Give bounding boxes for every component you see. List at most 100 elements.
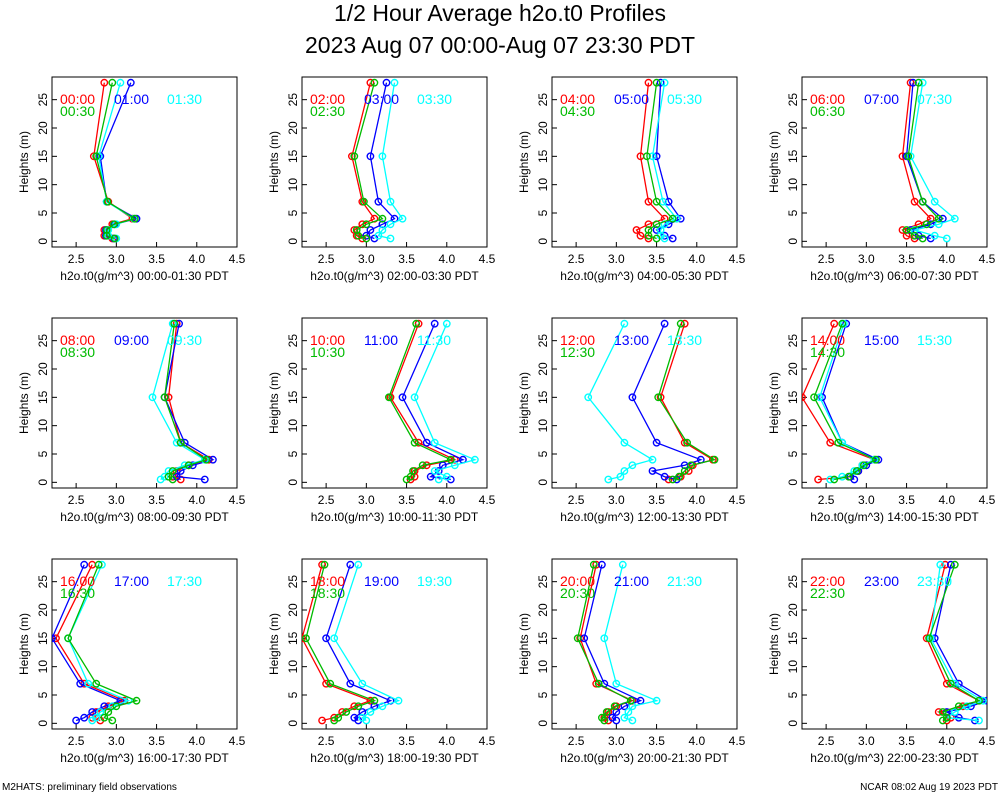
data-point bbox=[683, 438, 691, 447]
data-point bbox=[354, 702, 363, 711]
x-tick-label: 4.5 bbox=[229, 252, 246, 266]
data-point bbox=[370, 696, 379, 705]
y-tick-label: 0 bbox=[786, 479, 800, 486]
data-point bbox=[664, 197, 673, 206]
data-point bbox=[98, 560, 106, 569]
plot-frame bbox=[801, 558, 988, 730]
data-point bbox=[410, 393, 419, 402]
data-point bbox=[652, 438, 661, 447]
data-point bbox=[102, 231, 111, 240]
data-point bbox=[398, 214, 407, 223]
x-tick-label: 4.0 bbox=[188, 252, 205, 266]
data-point bbox=[110, 220, 118, 229]
data-point bbox=[656, 226, 665, 234]
data-point bbox=[652, 197, 661, 206]
y-tick-label: 15 bbox=[786, 631, 800, 645]
y-tick-label: 20 bbox=[786, 362, 800, 376]
data-point bbox=[359, 197, 368, 206]
data-point bbox=[802, 393, 806, 402]
y-tick-label: 25 bbox=[36, 334, 50, 348]
x-tick-label: 2.5 bbox=[318, 734, 335, 748]
series-group bbox=[573, 560, 661, 725]
y-tick-label: 5 bbox=[536, 209, 550, 216]
y-tick-label: 15 bbox=[286, 149, 300, 163]
y-tick-label: 25 bbox=[36, 93, 50, 107]
y-tick-label: 5 bbox=[536, 691, 550, 698]
y-axis-label: Heights (m) bbox=[267, 613, 281, 675]
x-tick-label: 3.0 bbox=[608, 252, 625, 266]
y-tick-label: 10 bbox=[786, 419, 800, 433]
y-tick-label: 25 bbox=[786, 334, 800, 348]
data-point bbox=[414, 319, 423, 328]
data-point bbox=[102, 226, 111, 234]
legend-label-1330: 13:30 bbox=[667, 332, 702, 348]
data-point bbox=[600, 634, 609, 643]
legend-label-0030: 00:30 bbox=[60, 103, 95, 119]
series-line-1230 bbox=[657, 323, 717, 481]
x-tick-label: 4.0 bbox=[188, 493, 205, 507]
data-point bbox=[620, 319, 629, 328]
data-point bbox=[386, 220, 395, 229]
data-point bbox=[620, 438, 629, 447]
data-point bbox=[352, 226, 361, 234]
legend-label-2200: 22:00 bbox=[810, 573, 845, 589]
series-line-2230 bbox=[928, 564, 981, 722]
data-point bbox=[72, 716, 81, 725]
data-point bbox=[366, 226, 375, 234]
y-tick-label: 0 bbox=[286, 238, 300, 245]
y-tick-label: 10 bbox=[286, 178, 300, 192]
x-tick-label: 4.5 bbox=[479, 252, 496, 266]
data-point bbox=[930, 197, 939, 206]
y-tick-label: 20 bbox=[536, 603, 550, 617]
data-point bbox=[618, 560, 627, 569]
series-group bbox=[347, 78, 407, 243]
data-point bbox=[409, 467, 417, 475]
data-point bbox=[624, 708, 633, 716]
data-point bbox=[632, 226, 641, 234]
data-point bbox=[434, 475, 443, 484]
legend-label-0630: 06:30 bbox=[810, 103, 845, 119]
y-axis-label: Heights (m) bbox=[17, 613, 31, 675]
legend-label-2000: 20:00 bbox=[560, 573, 595, 589]
data-point bbox=[830, 475, 839, 484]
data-point bbox=[350, 152, 359, 161]
panel-5: 2.5 3.0 3.5 4.0 4.5 0 5 10 15 20 25 h2o.t0(g/m^3) 0… bbox=[17, 317, 246, 524]
y-axis-label: Heights (m) bbox=[517, 372, 531, 434]
legend-label-0230: 02:30 bbox=[310, 103, 345, 119]
x-axis-label: h2o.t0(g/m^3) 18:00-19:30 PDT bbox=[310, 751, 479, 765]
legend-label-2330: 23:30 bbox=[917, 573, 952, 589]
y-tick-label: 20 bbox=[36, 121, 50, 135]
legend-label-1200: 12:00 bbox=[560, 332, 595, 348]
legend-label-2130: 21:30 bbox=[667, 573, 702, 589]
legend-label-0000: 00:00 bbox=[60, 91, 95, 107]
y-axis-label: Heights (m) bbox=[517, 131, 531, 193]
series-group bbox=[922, 560, 987, 725]
x-tick-label: 4.5 bbox=[979, 252, 996, 266]
data-point bbox=[430, 319, 439, 328]
x-tick-label: 4.5 bbox=[729, 252, 746, 266]
chart-title: 1/2 Hour Average h2o.t0 Profiles bbox=[333, 0, 666, 26]
legend-label-0500: 05:00 bbox=[614, 91, 649, 107]
data-point bbox=[64, 634, 73, 643]
y-tick-label: 10 bbox=[286, 660, 300, 674]
x-axis-label: h2o.t0(g/m^3) 04:00-05:30 PDT bbox=[560, 269, 729, 283]
data-point bbox=[834, 438, 843, 447]
x-tick-label: 2.5 bbox=[568, 493, 585, 507]
data-point bbox=[326, 679, 335, 688]
series-line-1630 bbox=[67, 564, 139, 722]
data-point bbox=[872, 455, 880, 464]
y-tick-label: 20 bbox=[286, 121, 300, 135]
data-point bbox=[680, 467, 689, 475]
y-axis-label: Heights (m) bbox=[17, 131, 31, 193]
data-point bbox=[302, 634, 306, 643]
y-tick-label: 10 bbox=[36, 419, 50, 433]
legend-label-1230: 12:30 bbox=[560, 344, 595, 360]
data-point bbox=[100, 713, 109, 722]
y-tick-label: 15 bbox=[536, 631, 550, 645]
x-tick-label: 4.0 bbox=[188, 734, 205, 748]
y-tick-label: 0 bbox=[536, 238, 550, 245]
plot-frame bbox=[301, 76, 488, 248]
x-tick-label: 4.0 bbox=[938, 493, 955, 507]
legend-label-2100: 21:00 bbox=[614, 573, 649, 589]
data-point bbox=[366, 78, 375, 87]
